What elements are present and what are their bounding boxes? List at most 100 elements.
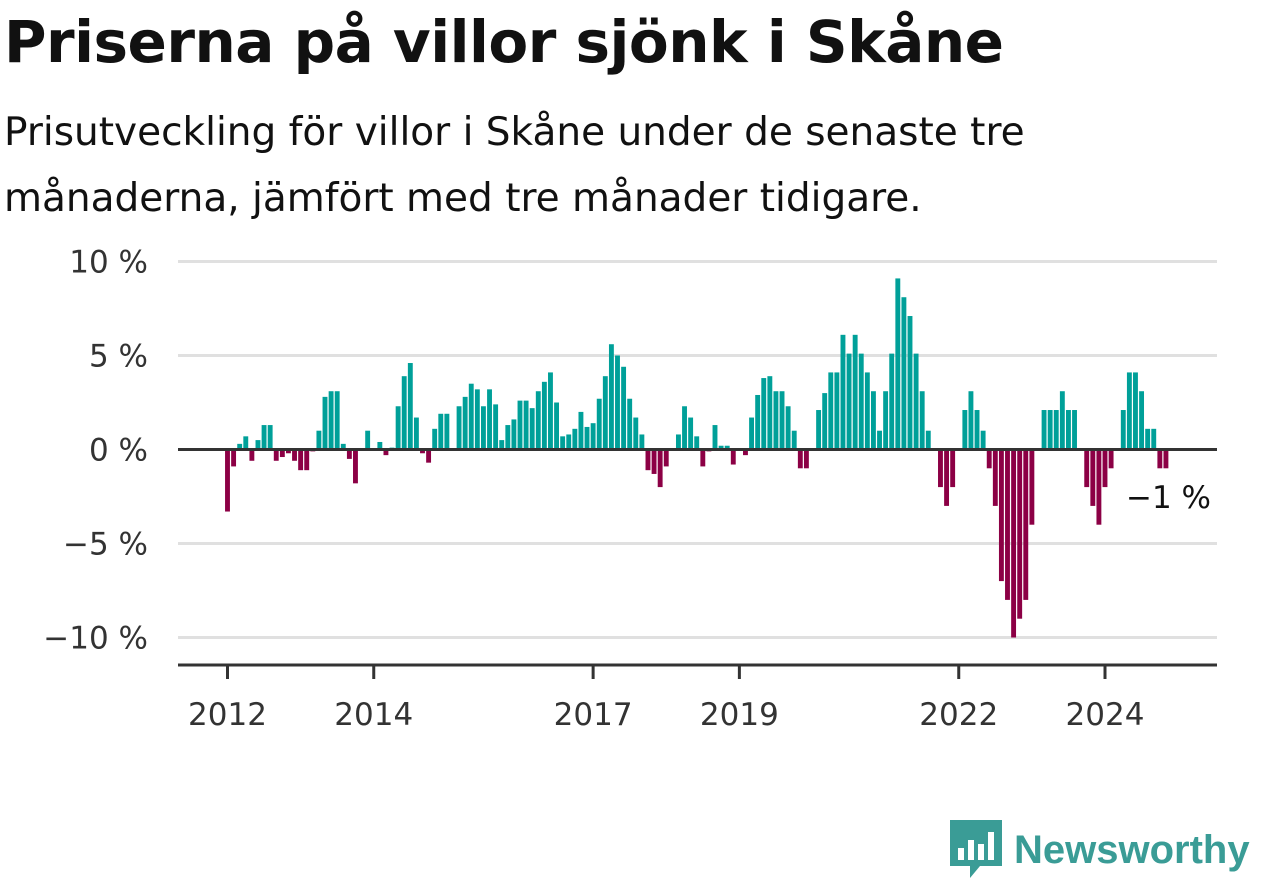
x-tick-label: 2012 (188, 697, 267, 733)
bar (938, 449, 943, 488)
bar (840, 334, 846, 450)
bar (877, 430, 882, 450)
bar (438, 413, 444, 450)
bar (1005, 449, 1010, 600)
bar (511, 419, 517, 450)
bar (852, 334, 858, 450)
bar (523, 400, 529, 450)
bar (755, 394, 761, 450)
bar (1090, 449, 1096, 506)
bar (919, 391, 925, 450)
bar (474, 389, 480, 450)
bar (797, 449, 803, 469)
bar (255, 440, 261, 450)
x-tick-label: 2024 (1066, 697, 1145, 733)
bar (712, 425, 718, 450)
bar (499, 440, 505, 450)
bar (1157, 449, 1163, 469)
bar (944, 449, 950, 506)
bar (749, 417, 755, 450)
bar (249, 449, 255, 461)
bar (444, 413, 450, 450)
bar (663, 449, 669, 467)
bar (657, 449, 663, 488)
bar (267, 425, 273, 450)
bar (675, 434, 681, 450)
bar (554, 402, 560, 450)
bars (225, 278, 1169, 638)
bar (870, 391, 876, 450)
bar (889, 353, 895, 450)
brand-name: Newsworthy (1014, 827, 1250, 872)
bar (724, 445, 730, 450)
y-tick-label: 0 % (89, 433, 148, 469)
bar (803, 449, 809, 469)
gridlines (178, 260, 1217, 639)
bar (432, 428, 438, 450)
bar (493, 404, 499, 450)
bar (651, 449, 657, 474)
x-tick-label: 2017 (554, 697, 633, 733)
bar (627, 398, 633, 450)
bar (456, 406, 462, 450)
bar (974, 410, 980, 450)
bar (225, 449, 230, 512)
bar (925, 430, 931, 450)
bar (608, 344, 614, 450)
bar (1145, 428, 1151, 450)
bar (353, 449, 358, 484)
bar (858, 353, 864, 450)
bar (1029, 449, 1035, 525)
y-tick-label: 10 % (69, 245, 148, 281)
bar (822, 393, 828, 450)
bar (1047, 410, 1053, 450)
bar (718, 445, 724, 450)
bar (572, 428, 578, 450)
bar (231, 449, 237, 467)
bar (950, 449, 956, 488)
bar (505, 425, 511, 450)
bar (273, 449, 279, 461)
bar (1163, 449, 1169, 469)
bar (334, 391, 340, 450)
bar (785, 406, 791, 450)
bar (328, 391, 334, 450)
bar (243, 436, 249, 450)
bar (621, 366, 627, 450)
bar (1133, 372, 1138, 450)
bar (779, 391, 785, 450)
bar (1139, 391, 1145, 450)
bar (365, 430, 371, 450)
bar (1120, 410, 1126, 450)
bar-chart-logo-icon (950, 820, 1002, 878)
bar (566, 434, 572, 450)
bar (998, 449, 1004, 582)
y-tick-label: −5 % (63, 527, 148, 563)
bar (285, 449, 291, 454)
bar (590, 423, 596, 450)
subtitle-line-2: månaderna, jämfört med tre månader tidig… (4, 176, 922, 221)
bar (743, 449, 748, 456)
bar (377, 441, 383, 450)
bar (913, 353, 919, 450)
axes (178, 448, 1217, 667)
bar (292, 449, 297, 461)
bar (426, 449, 432, 463)
bar (541, 381, 547, 450)
bar (480, 406, 486, 450)
bar (1084, 449, 1090, 488)
bar (517, 400, 523, 450)
bar (596, 398, 602, 450)
bar (694, 436, 700, 450)
bar (730, 449, 736, 465)
bar (828, 372, 834, 450)
bar (548, 372, 553, 450)
x-tick-label: 2019 (700, 697, 779, 733)
bar (864, 372, 870, 450)
y-tick-label: 5 % (89, 339, 148, 375)
bar (407, 363, 413, 450)
bar (895, 278, 901, 450)
y-axis-ticks: 10 % 5 % 0 % −5 % −10 % (43, 245, 148, 657)
bar (1072, 410, 1077, 450)
